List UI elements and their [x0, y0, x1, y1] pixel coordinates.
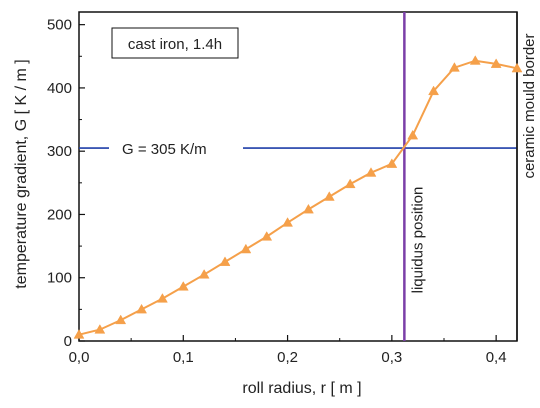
data-point [324, 192, 334, 201]
data-point [470, 56, 480, 65]
x-tick-label: 0,3 [381, 349, 402, 366]
data-point [283, 218, 293, 227]
y-tick-label: 400 [47, 80, 72, 97]
data-point [157, 294, 167, 303]
reference-lines: G = 305 K/m liquidus position ceramic moul… [79, 12, 538, 341]
data-point [116, 315, 126, 324]
liquidus-position-label: liquidus position [409, 187, 426, 294]
data-point [345, 179, 355, 188]
axes [79, 12, 517, 341]
y-tick-label: 0 [64, 333, 72, 350]
data-point [241, 244, 251, 253]
data-series [74, 56, 522, 339]
x-tick-label: 0,4 [486, 349, 507, 366]
y-tick-label: 500 [47, 17, 72, 34]
y-tick-label: 200 [47, 206, 72, 223]
data-point [199, 270, 209, 279]
mould-border-label: ceramic mould border [521, 33, 538, 178]
x-axis-label: roll radius, r [ m ] [242, 380, 361, 397]
tick-labels: 0,0 0,1 0,2 0,3 0,4 0 100 200 300 400 500 [47, 17, 507, 366]
data-point [408, 130, 418, 139]
data-point [178, 282, 188, 291]
series-line [79, 61, 517, 335]
data-point [220, 257, 230, 266]
x-tick-label: 0,1 [173, 349, 194, 366]
data-point [303, 204, 313, 213]
horizontal-reference-label: G = 305 K/m [122, 141, 207, 158]
x-tick-label: 0,2 [277, 349, 298, 366]
y-tick-label: 100 [47, 270, 72, 287]
y-tick-label: 300 [47, 143, 72, 160]
data-point [137, 304, 147, 313]
annotation-text: cast iron, 1.4h [128, 36, 222, 53]
y-axis-label: temperature gradient, G [ K / m ] [13, 59, 30, 288]
x-tick-label: 0,0 [69, 349, 90, 366]
plot-frame [79, 12, 517, 341]
annotations: cast iron, 1.4h [112, 28, 238, 58]
data-point [262, 232, 272, 241]
